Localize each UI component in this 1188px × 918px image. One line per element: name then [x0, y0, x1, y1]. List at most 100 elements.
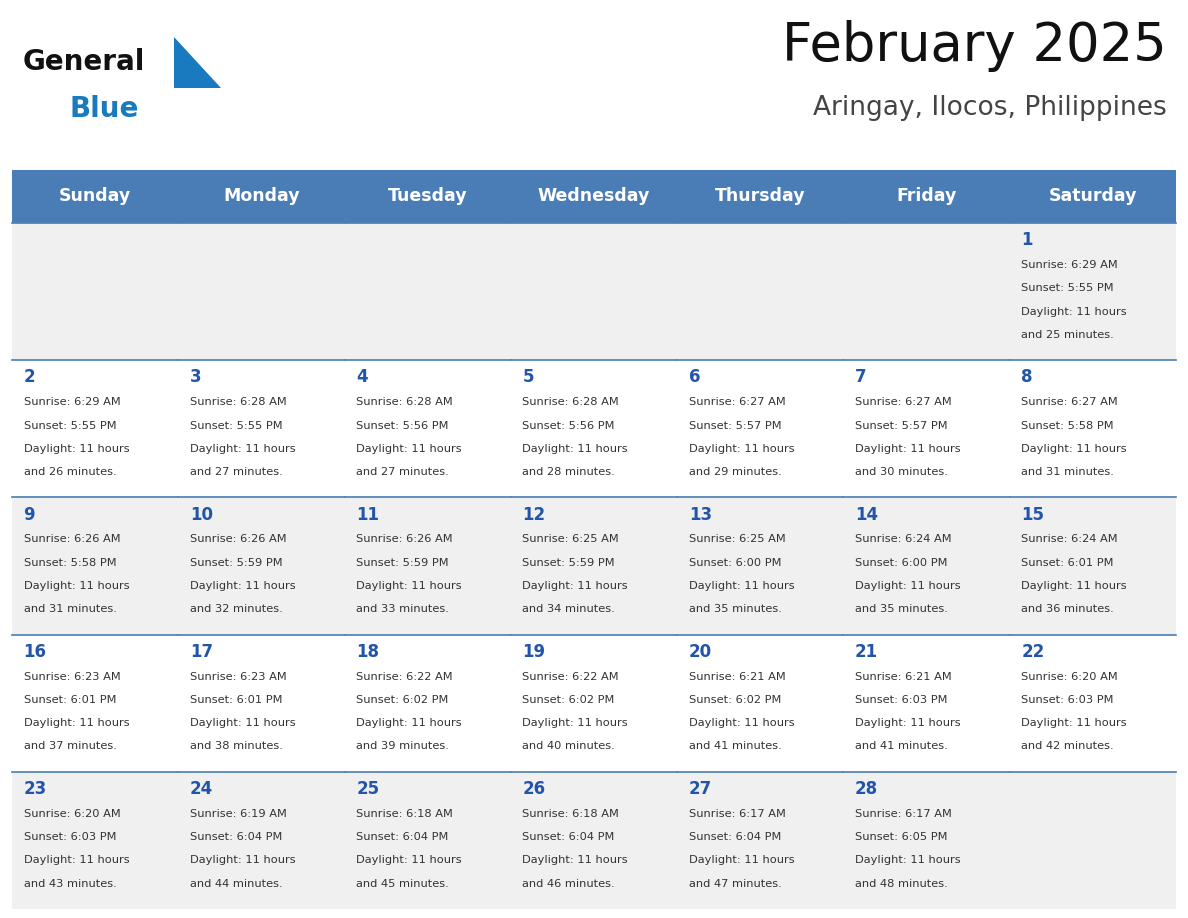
Text: 1: 1 — [1022, 231, 1032, 250]
Text: Sunrise: 6:22 AM: Sunrise: 6:22 AM — [523, 672, 619, 681]
Text: Sunrise: 6:29 AM: Sunrise: 6:29 AM — [24, 397, 120, 408]
Text: and 25 minutes.: and 25 minutes. — [1022, 330, 1114, 340]
Text: 19: 19 — [523, 643, 545, 661]
Text: 3: 3 — [190, 368, 202, 386]
Text: and 31 minutes.: and 31 minutes. — [1022, 467, 1114, 477]
Text: 5: 5 — [523, 368, 533, 386]
Text: Sunset: 5:58 PM: Sunset: 5:58 PM — [1022, 420, 1114, 431]
Text: Saturday: Saturday — [1049, 187, 1137, 206]
Text: Sunrise: 6:21 AM: Sunrise: 6:21 AM — [855, 672, 952, 681]
Text: Daylight: 11 hours: Daylight: 11 hours — [24, 444, 129, 453]
Text: Sunset: 5:59 PM: Sunset: 5:59 PM — [356, 558, 449, 567]
Text: Sunset: 5:57 PM: Sunset: 5:57 PM — [855, 420, 948, 431]
Text: Sunrise: 6:21 AM: Sunrise: 6:21 AM — [689, 672, 785, 681]
Text: 15: 15 — [1022, 506, 1044, 523]
Text: 24: 24 — [190, 780, 213, 798]
Text: and 36 minutes.: and 36 minutes. — [1022, 604, 1114, 614]
Text: 16: 16 — [24, 643, 46, 661]
Text: Daylight: 11 hours: Daylight: 11 hours — [1022, 444, 1127, 453]
Text: Sunrise: 6:24 AM: Sunrise: 6:24 AM — [1022, 534, 1118, 544]
Text: Sunrise: 6:28 AM: Sunrise: 6:28 AM — [523, 397, 619, 408]
Text: Sunset: 5:58 PM: Sunset: 5:58 PM — [24, 558, 116, 567]
Text: Sunset: 5:59 PM: Sunset: 5:59 PM — [523, 558, 615, 567]
Text: Daylight: 11 hours: Daylight: 11 hours — [523, 444, 628, 453]
Text: Daylight: 11 hours: Daylight: 11 hours — [356, 856, 462, 866]
Text: Sunset: 5:55 PM: Sunset: 5:55 PM — [190, 420, 283, 431]
Text: Daylight: 11 hours: Daylight: 11 hours — [689, 718, 795, 728]
Text: Sunrise: 6:26 AM: Sunrise: 6:26 AM — [356, 534, 453, 544]
Text: and 31 minutes.: and 31 minutes. — [24, 604, 116, 614]
Text: 14: 14 — [855, 506, 878, 523]
Text: Sunset: 6:02 PM: Sunset: 6:02 PM — [523, 695, 615, 705]
Text: 2: 2 — [24, 368, 36, 386]
Text: Sunset: 6:04 PM: Sunset: 6:04 PM — [523, 832, 615, 842]
Text: General: General — [23, 48, 145, 75]
Text: and 34 minutes.: and 34 minutes. — [523, 604, 615, 614]
Text: Daylight: 11 hours: Daylight: 11 hours — [24, 856, 129, 866]
Text: Daylight: 11 hours: Daylight: 11 hours — [689, 581, 795, 591]
Text: 13: 13 — [689, 506, 712, 523]
Text: 6: 6 — [689, 368, 700, 386]
Text: Sunset: 5:57 PM: Sunset: 5:57 PM — [689, 420, 782, 431]
Text: 23: 23 — [24, 780, 46, 798]
Text: Sunset: 6:03 PM: Sunset: 6:03 PM — [855, 695, 948, 705]
Text: 8: 8 — [1022, 368, 1032, 386]
Text: Daylight: 11 hours: Daylight: 11 hours — [855, 718, 961, 728]
Text: Sunrise: 6:23 AM: Sunrise: 6:23 AM — [190, 672, 286, 681]
Text: and 32 minutes.: and 32 minutes. — [190, 604, 283, 614]
Text: Wednesday: Wednesday — [538, 187, 650, 206]
Text: Sunrise: 6:27 AM: Sunrise: 6:27 AM — [1022, 397, 1118, 408]
Text: Sunrise: 6:27 AM: Sunrise: 6:27 AM — [855, 397, 952, 408]
Text: Sunrise: 6:26 AM: Sunrise: 6:26 AM — [190, 534, 286, 544]
Text: Daylight: 11 hours: Daylight: 11 hours — [1022, 581, 1127, 591]
Text: and 44 minutes.: and 44 minutes. — [190, 879, 283, 889]
Text: and 42 minutes.: and 42 minutes. — [1022, 742, 1114, 752]
Text: and 27 minutes.: and 27 minutes. — [190, 467, 283, 477]
Text: and 46 minutes.: and 46 minutes. — [523, 879, 615, 889]
Text: Sunrise: 6:28 AM: Sunrise: 6:28 AM — [356, 397, 453, 408]
Text: Sunset: 6:01 PM: Sunset: 6:01 PM — [190, 695, 283, 705]
Text: Thursday: Thursday — [715, 187, 805, 206]
Text: Daylight: 11 hours: Daylight: 11 hours — [1022, 307, 1127, 317]
Text: Sunset: 5:59 PM: Sunset: 5:59 PM — [190, 558, 283, 567]
Text: 20: 20 — [689, 643, 712, 661]
Text: 17: 17 — [190, 643, 213, 661]
Text: Sunset: 6:04 PM: Sunset: 6:04 PM — [356, 832, 449, 842]
Text: Sunset: 6:01 PM: Sunset: 6:01 PM — [1022, 558, 1114, 567]
Text: 27: 27 — [689, 780, 712, 798]
Text: Sunset: 6:02 PM: Sunset: 6:02 PM — [356, 695, 449, 705]
Text: and 41 minutes.: and 41 minutes. — [689, 742, 782, 752]
Text: 10: 10 — [190, 506, 213, 523]
Text: Sunrise: 6:18 AM: Sunrise: 6:18 AM — [356, 809, 453, 819]
Text: Sunset: 6:00 PM: Sunset: 6:00 PM — [855, 558, 948, 567]
Text: and 47 minutes.: and 47 minutes. — [689, 879, 782, 889]
Text: Sunset: 6:03 PM: Sunset: 6:03 PM — [24, 832, 116, 842]
Text: Daylight: 11 hours: Daylight: 11 hours — [855, 856, 961, 866]
Text: Sunrise: 6:24 AM: Sunrise: 6:24 AM — [855, 534, 952, 544]
Text: and 43 minutes.: and 43 minutes. — [24, 879, 116, 889]
Text: 26: 26 — [523, 780, 545, 798]
Text: Daylight: 11 hours: Daylight: 11 hours — [689, 856, 795, 866]
Text: Sunrise: 6:22 AM: Sunrise: 6:22 AM — [356, 672, 453, 681]
Text: Friday: Friday — [897, 187, 956, 206]
Text: Sunset: 5:56 PM: Sunset: 5:56 PM — [523, 420, 615, 431]
Text: Sunrise: 6:25 AM: Sunrise: 6:25 AM — [523, 534, 619, 544]
Text: Sunday: Sunday — [59, 187, 131, 206]
Text: and 45 minutes.: and 45 minutes. — [356, 879, 449, 889]
Text: Sunset: 6:03 PM: Sunset: 6:03 PM — [1022, 695, 1114, 705]
Text: 12: 12 — [523, 506, 545, 523]
Text: Sunrise: 6:18 AM: Sunrise: 6:18 AM — [523, 809, 619, 819]
Text: Sunset: 6:01 PM: Sunset: 6:01 PM — [24, 695, 116, 705]
Text: Sunset: 6:02 PM: Sunset: 6:02 PM — [689, 695, 782, 705]
Text: Sunrise: 6:17 AM: Sunrise: 6:17 AM — [855, 809, 952, 819]
Text: Sunrise: 6:17 AM: Sunrise: 6:17 AM — [689, 809, 785, 819]
Text: 25: 25 — [356, 780, 379, 798]
Polygon shape — [173, 38, 221, 88]
Text: Sunrise: 6:25 AM: Sunrise: 6:25 AM — [689, 534, 785, 544]
Text: and 27 minutes.: and 27 minutes. — [356, 467, 449, 477]
Text: Daylight: 11 hours: Daylight: 11 hours — [1022, 718, 1127, 728]
Text: Sunset: 6:04 PM: Sunset: 6:04 PM — [190, 832, 283, 842]
Text: Sunrise: 6:29 AM: Sunrise: 6:29 AM — [1022, 260, 1118, 270]
Text: Daylight: 11 hours: Daylight: 11 hours — [190, 718, 296, 728]
Text: Daylight: 11 hours: Daylight: 11 hours — [356, 444, 462, 453]
